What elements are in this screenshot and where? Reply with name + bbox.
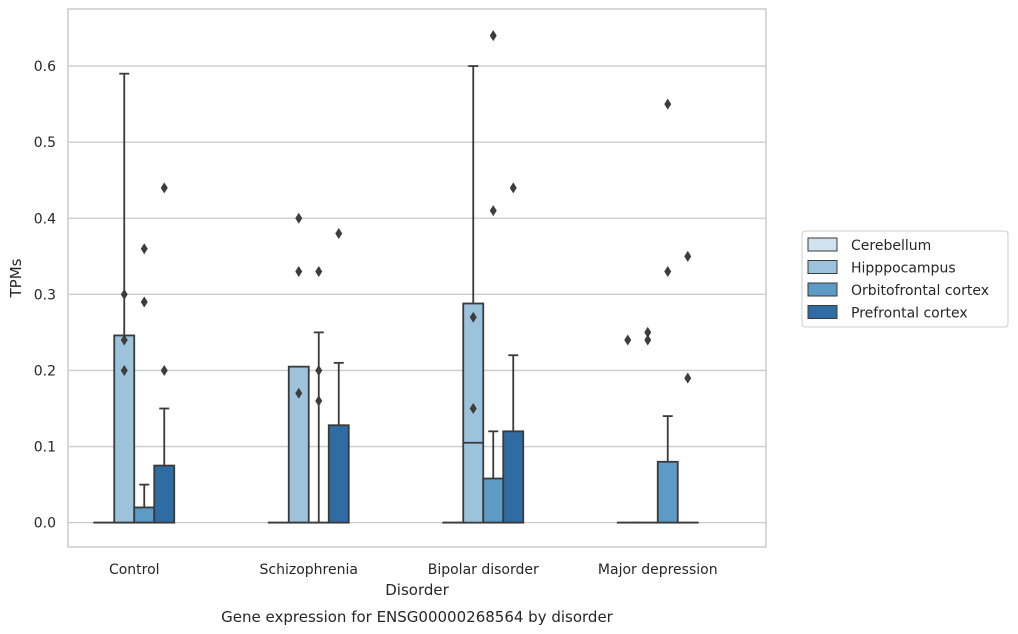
box-body — [113, 334, 136, 524]
legend: Cerebellum Hipppocampus Orbitofrontal cort… — [801, 230, 1009, 328]
outlier-point — [469, 311, 477, 323]
outlier-point — [684, 372, 692, 384]
box-body — [153, 464, 176, 524]
legend-label: Cerebellum — [851, 238, 931, 254]
box — [636, 326, 659, 524]
box — [327, 227, 350, 524]
outlier-point — [140, 296, 148, 308]
outlier-point — [684, 250, 692, 262]
outlier-point — [295, 266, 303, 278]
box-body — [656, 460, 679, 524]
outlier-point — [120, 364, 128, 376]
outlier-point — [160, 182, 168, 194]
x-tick-label: Major depression — [598, 562, 718, 578]
outlier-point — [140, 243, 148, 255]
x-axis-ticks: Control Schizophrenia Bipolar disorder Majo… — [109, 562, 718, 578]
plot-frame — [67, 8, 767, 548]
box-body — [327, 424, 350, 524]
outlier-point — [315, 395, 323, 407]
outlier-point — [644, 326, 652, 338]
y-tick-label: 0.1 — [34, 440, 56, 456]
x-axis-label: Disorder — [385, 581, 449, 599]
x-tick-label: Schizophrenia — [260, 562, 358, 578]
y-axis-ticks: 0.0 0.1 0.2 0.3 0.4 0.5 0.6 — [34, 59, 56, 532]
grid-lines — [68, 65, 766, 524]
box — [287, 212, 310, 524]
y-tick-label: 0.3 — [34, 287, 56, 303]
box — [153, 182, 176, 524]
outlier-point — [160, 364, 168, 376]
outlier-point — [624, 334, 632, 346]
y-tick-label: 0.6 — [34, 59, 56, 75]
outlier-point — [120, 334, 128, 346]
outlier-point — [509, 182, 517, 194]
outlier-point — [489, 30, 497, 42]
y-tick-label: 0.5 — [34, 135, 56, 151]
box — [502, 182, 525, 524]
outlier-point — [335, 227, 343, 239]
legend-label: Hipppocampus — [851, 261, 956, 277]
box — [676, 250, 699, 524]
box-body — [482, 477, 505, 524]
outlier-point — [120, 288, 128, 300]
outlier-point — [295, 387, 303, 399]
legend-frame — [801, 230, 1009, 328]
x-tick-label: Control — [109, 562, 160, 578]
outlier-point — [664, 98, 672, 110]
box — [133, 243, 156, 524]
legend-label: Prefrontal cortex — [851, 306, 968, 322]
outlier-point — [664, 266, 672, 278]
y-tick-label: 0.4 — [34, 211, 56, 227]
box-series — [93, 30, 699, 524]
outlier-point — [315, 364, 323, 376]
y-tick-label: 0.2 — [34, 363, 56, 379]
legend-label: Orbitofrontal cortex — [851, 283, 989, 299]
legend-swatch — [807, 282, 838, 297]
box-body — [133, 506, 156, 524]
y-tick-label: 0.0 — [34, 516, 56, 532]
x-tick-label: Bipolar disorder — [428, 562, 539, 578]
box-body — [502, 430, 525, 524]
outlier-point — [644, 334, 652, 346]
legend-swatch — [807, 260, 838, 274]
legend-swatch — [807, 237, 838, 252]
outlier-point — [469, 403, 477, 415]
box — [113, 72, 136, 524]
box — [482, 30, 505, 524]
outlier-point — [489, 205, 497, 217]
outlier-point — [295, 212, 303, 224]
legend-swatch — [807, 305, 838, 319]
box — [656, 98, 679, 524]
y-axis-label: TPMs — [7, 258, 25, 298]
chart-title: Gene expression for ENSG00000268564 by d… — [221, 608, 614, 626]
box — [462, 65, 485, 524]
box — [307, 266, 330, 524]
box — [616, 334, 639, 524]
outlier-point — [315, 266, 323, 278]
